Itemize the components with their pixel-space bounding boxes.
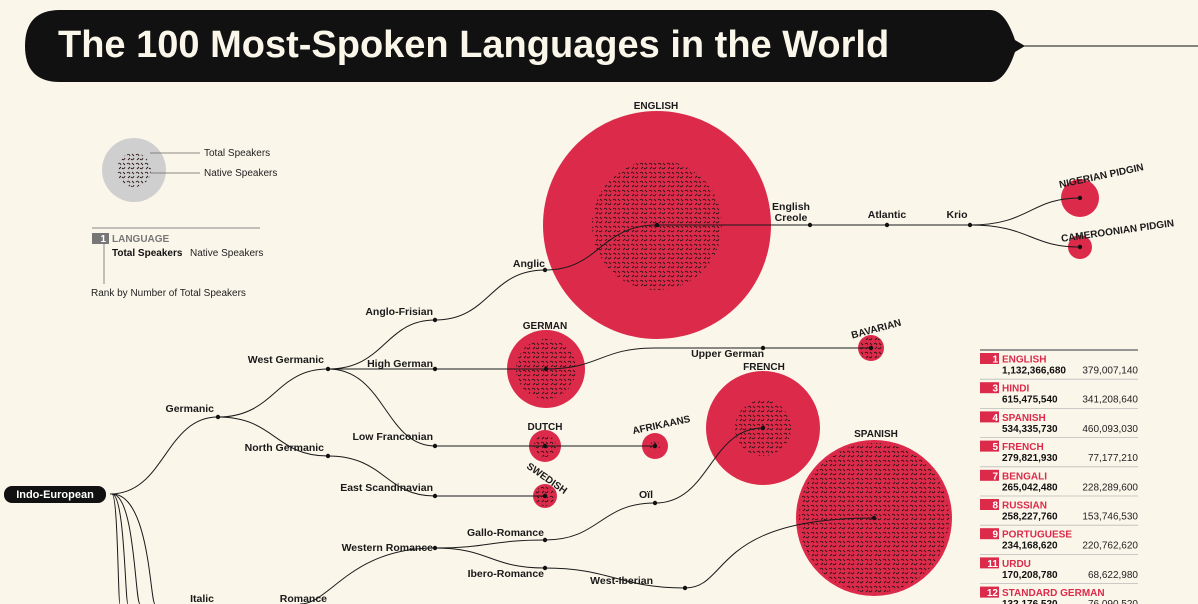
native-speakers: 77,177,210 [1088, 453, 1138, 464]
node-label: Low Franconian [352, 431, 433, 443]
node-label: Krio [947, 209, 968, 221]
language: PORTUGUESE [1002, 530, 1072, 541]
node-label: Oïl [639, 489, 653, 501]
node-label: Anglic [513, 258, 545, 270]
language: BENGALI [1002, 471, 1047, 482]
rank: 7 [992, 471, 998, 482]
native-speakers: 379,007,140 [1082, 366, 1138, 377]
rank-box [980, 586, 999, 598]
title-bar [25, 10, 1025, 82]
rank: 9 [992, 530, 998, 541]
total-speakers: 265,042,480 [1002, 482, 1058, 493]
node-label: Upper German [691, 348, 764, 360]
native-speakers: 460,093,030 [1082, 424, 1138, 435]
total-speakers: 170,208,780 [1002, 570, 1058, 581]
key-total: Total Speakers [112, 248, 183, 259]
rank: 5 [992, 442, 998, 453]
language: RUSSIAN [1002, 501, 1047, 512]
node-label: Western Romance [342, 542, 434, 554]
rank: 1 [992, 355, 998, 366]
language: FRENCH [1002, 442, 1044, 453]
key-rank-box [92, 233, 109, 244]
total-speakers: 279,821,930 [1002, 453, 1058, 464]
total-speakers: 234,168,620 [1002, 541, 1058, 552]
rank-box [980, 382, 999, 394]
rank-box [980, 353, 999, 364]
language-label: AFRIKAANS [632, 414, 692, 437]
node-label: Romance [280, 593, 327, 604]
rank-box [980, 557, 999, 569]
language-label: NIGERIAN PIDGIN [1058, 162, 1145, 191]
total-speakers: 258,227,760 [1002, 512, 1058, 523]
native-speakers: 76,090,520 [1088, 599, 1138, 604]
node-label: North Germanic [245, 442, 325, 454]
language: URDU [1002, 559, 1031, 570]
root-box [4, 486, 106, 503]
rank: 12 [987, 588, 999, 599]
total-speakers: 1,132,366,680 [1002, 366, 1066, 377]
rank-box [980, 440, 999, 452]
node-label: Italic [190, 593, 214, 604]
rank: 3 [992, 384, 998, 395]
native-speakers: 228,289,600 [1082, 482, 1138, 493]
key-rank: 1 [100, 234, 106, 245]
total-speakers: 534,335,730 [1002, 424, 1058, 435]
title: The 100 Most-Spoken Languages in the Wor… [58, 24, 889, 66]
node-label: West-Iberian [590, 575, 653, 587]
nodes [215, 195, 1083, 591]
node-label: High German [367, 358, 433, 370]
rank: 8 [992, 501, 998, 512]
legend-native [117, 153, 151, 187]
language-label: ENGLISH [634, 101, 678, 112]
node-label: Ibero-Romance [468, 568, 545, 580]
node-label: Gallo-Romance [467, 527, 544, 539]
total-speakers: 615,475,540 [1002, 395, 1058, 406]
node-label: Germanic [166, 403, 215, 415]
language-label: SPANISH [854, 429, 898, 440]
root-label: Indo-European [16, 489, 94, 501]
native-speakers: 341,208,640 [1082, 395, 1138, 406]
node-label: Anglo-Frisian [365, 306, 433, 318]
rank-box [980, 411, 999, 423]
total-speakers: 132,176,520 [1002, 599, 1058, 604]
rank: 4 [992, 413, 998, 424]
node-label: East Scandinavian [340, 482, 433, 494]
legend-label: Native Speakers [204, 168, 277, 179]
key-rank-note: Rank by Number of Total Speakers [91, 288, 246, 299]
node-label: English Creole [772, 201, 810, 224]
rank-box [980, 469, 999, 481]
language: SPANISH [1002, 413, 1046, 424]
circles [507, 111, 1099, 596]
rank: 11 [987, 559, 998, 570]
language-label: FRENCH [743, 362, 785, 373]
key-language: LANGUAGE [112, 234, 170, 245]
language-label: CAMEROONIAN PIDGIN [1060, 218, 1174, 245]
key-native: Native Speakers [190, 248, 263, 259]
node-label: West Germanic [248, 354, 324, 366]
language-label: DUTCH [528, 422, 563, 433]
legend-label: Total Speakers [204, 148, 270, 159]
node-label: Atlantic [868, 209, 907, 221]
rank-box [980, 499, 999, 510]
native-speakers: 68,622,980 [1088, 570, 1138, 581]
native-speakers: 220,762,620 [1082, 541, 1138, 552]
language: STANDARD GERMAN [1002, 588, 1105, 599]
rank-box [980, 528, 999, 540]
language: ENGLISH [1002, 355, 1046, 366]
language: HINDI [1002, 384, 1029, 395]
language-label: GERMAN [523, 321, 567, 332]
native-speakers: 153,746,530 [1082, 512, 1138, 523]
